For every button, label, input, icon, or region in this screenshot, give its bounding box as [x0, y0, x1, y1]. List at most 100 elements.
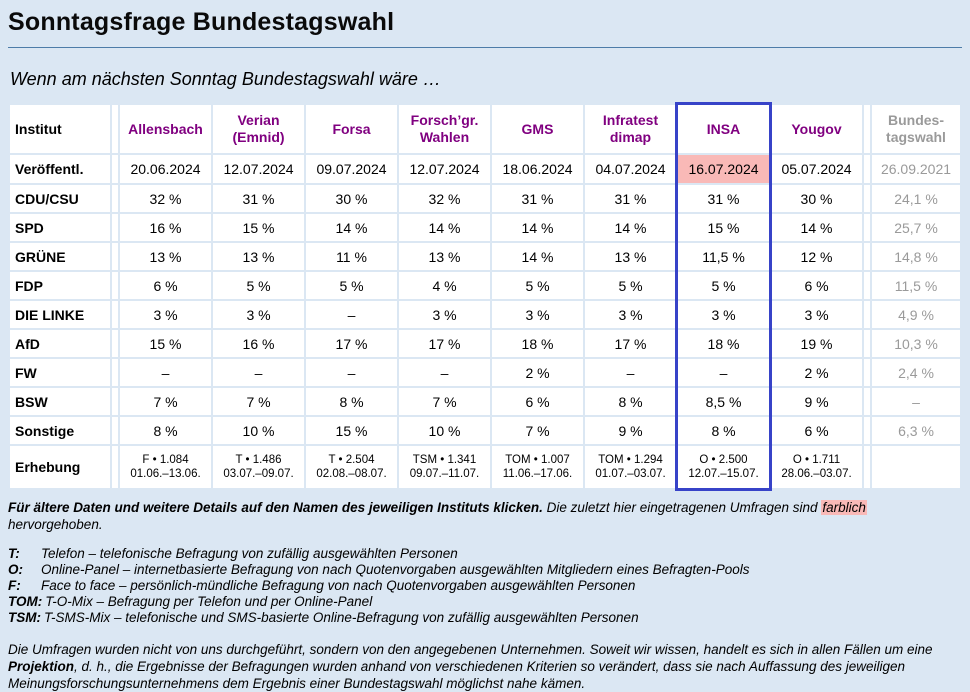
spacer-cell	[112, 155, 118, 183]
institute-link[interactable]: Forsa	[332, 120, 371, 137]
table-header-row: Institut Allensbach Verian (Emnid) Forsa For…	[10, 105, 960, 153]
highlight-word: farblich	[821, 500, 867, 515]
poll-value-cell: 7 %	[213, 388, 304, 415]
poll-value-cell: 6 %	[771, 417, 862, 444]
party-row: DIE LINKE 3 % 3 % –3 % 3 % 3 % 3 % 3 % 4,9 %	[10, 301, 960, 328]
published-date-cell: 18.06.2024	[492, 155, 583, 183]
legend-label: TOM:	[8, 594, 43, 609]
poll-value-cell: 11,5 %	[872, 272, 960, 299]
institute-link[interactable]: Forsch’gr. Wahlen	[410, 112, 479, 145]
spacer-cell	[112, 214, 118, 241]
poll-value-cell: 24,1 %	[872, 185, 960, 212]
legend-line: TOM: T-O-Mix – Befragung per Telefon und …	[8, 594, 962, 610]
party-row: AfD 15 % 16 % 17 % 17 % 18 % 17 % 18 % 19 % 10,3 …	[10, 330, 960, 357]
survey-period: 03.07.–09.07.	[223, 468, 294, 480]
disclaimer-part1: Die Umfragen wurden nicht von uns durchg…	[8, 642, 933, 657]
poll-value-cell: –	[306, 359, 397, 386]
institute-link[interactable]: GMS	[521, 120, 554, 137]
poll-value-cell: 17 %	[306, 330, 397, 357]
survey-row: Erhebung F • 1.084 01.06.–13.06. T • 1.486 0…	[10, 446, 960, 488]
poll-value-cell: 5 %	[492, 272, 583, 299]
poll-value-cell: –	[585, 359, 676, 386]
poll-value-cell: 18 %	[678, 330, 769, 357]
party-row-label: FDP	[10, 272, 110, 299]
published-row: Veröffentl. 20.06.2024 12.07.2024 09.07.202…	[10, 155, 960, 183]
poll-value-cell: 32 %	[120, 185, 211, 212]
published-date-cell: 26.09.2021	[872, 155, 960, 183]
spacer-cell	[112, 243, 118, 270]
spacer-cell	[864, 214, 870, 241]
party-row: FDP 6 % 5 % 5 % 4 % 5 % 5 % 5 % 6 % 11,5 %	[10, 272, 960, 299]
poll-value-cell: 31 %	[213, 185, 304, 212]
legend-line: TSM: T-SMS-Mix – telefonische und SMS-bas…	[8, 610, 962, 626]
recent-note-b: hervorgehoben.	[8, 517, 103, 532]
poll-value-cell: 8 %	[585, 388, 676, 415]
poll-value-cell: –	[120, 359, 211, 386]
survey-info-cell: TOM • 1.294 01.07.–03.07.	[585, 446, 676, 488]
click-instruction-note: Für ältere Daten und weitere Details auf…	[8, 499, 962, 533]
poll-value-cell: 3 %	[213, 301, 304, 328]
poll-value-cell: 31 %	[678, 185, 769, 212]
method-legend: T: Telefon – telefonische Befragung von z…	[8, 546, 962, 626]
institute-link[interactable]: Infratest dimap	[602, 112, 659, 145]
institute-link[interactable]: Yougov	[791, 120, 842, 137]
poll-value-cell: 9 %	[585, 417, 676, 444]
poll-value-cell: 16 %	[120, 214, 211, 241]
legend-label: F:	[8, 578, 21, 593]
party-row-label: GRÜNE	[10, 243, 110, 270]
published-date-cell: 09.07.2024	[306, 155, 397, 183]
poll-value-cell: 8 %	[678, 417, 769, 444]
party-row: SPD 16 % 15 % 14 % 14 % 14 % 14 % 15 % 14 % 25,7 …	[10, 214, 960, 241]
institute-header: Forsa	[306, 105, 397, 153]
institute-header: Verian (Emnid)	[213, 105, 304, 153]
poll-value-cell: 7 %	[120, 388, 211, 415]
poll-value-cell: 14,8 %	[872, 243, 960, 270]
institute-header: Yougov	[771, 105, 862, 153]
spacer-cell	[112, 330, 118, 357]
survey-info-cell: T • 2.504 02.08.–08.07.	[306, 446, 397, 488]
poll-value-cell: 31 %	[585, 185, 676, 212]
institute-link[interactable]: Allensbach	[128, 120, 203, 137]
poll-value-cell: 7 %	[492, 417, 583, 444]
spacer-cell	[864, 105, 870, 153]
survey-period: 01.06.–13.06.	[130, 468, 201, 480]
survey-info-cell: TOM • 1.007 11.06.–17.06.	[492, 446, 583, 488]
poll-value-cell: 15 %	[306, 417, 397, 444]
survey-period: 01.07.–03.07.	[595, 468, 666, 480]
party-row: FW – – – –2 % – –2 % 2,4 %	[10, 359, 960, 386]
poll-value-cell: 30 %	[306, 185, 397, 212]
election-header: Bundes- tagswahl	[872, 105, 960, 153]
party-row: BSW 7 % 7 % 8 % 7 % 6 % 8 % 8,5 % 9 % –	[10, 388, 960, 415]
spacer-cell	[864, 301, 870, 328]
legend-line: F: Face to face – persönlich-mündliche Be…	[8, 578, 962, 594]
legend-label: TSM:	[8, 610, 41, 625]
published-date-cell: 12.07.2024	[213, 155, 304, 183]
survey-period: 28.06.–03.07.	[781, 468, 852, 480]
survey-info-cell	[872, 446, 960, 488]
poll-value-cell: 30 %	[771, 185, 862, 212]
poll-value-cell: 10 %	[213, 417, 304, 444]
institute-link[interactable]: INSA	[706, 120, 741, 137]
spacer-cell	[864, 446, 870, 488]
institute-header: Forsch’gr. Wahlen	[399, 105, 490, 153]
legend-text: Face to face – persönlich-mündliche Befr…	[41, 578, 636, 593]
poll-value-cell: 8 %	[306, 388, 397, 415]
published-date-cell: 20.06.2024	[120, 155, 211, 183]
survey-period: 12.07.–15.07.	[688, 468, 759, 480]
institute-header: INSA	[678, 105, 769, 153]
legend-line: T: Telefon – telefonische Befragung von z…	[8, 546, 962, 562]
spacer-cell	[112, 417, 118, 444]
survey-info-cell: T • 1.486 03.07.–09.07.	[213, 446, 304, 488]
survey-method: TSM • 1.341	[412, 454, 477, 466]
party-row-label: FW	[10, 359, 110, 386]
poll-value-cell: 6 %	[492, 388, 583, 415]
poll-value-cell: 13 %	[120, 243, 211, 270]
disclaimer-part2: , d. h., die Ergebnisse der Befragungen …	[8, 659, 906, 691]
poll-value-cell: 6 %	[120, 272, 211, 299]
survey-info-cell: O • 2.500 12.07.–15.07.	[678, 446, 769, 488]
institute-link[interactable]: Verian (Emnid)	[232, 112, 285, 145]
institute-header: Infratest dimap	[585, 105, 676, 153]
poll-value-cell: –	[306, 301, 397, 328]
poll-value-cell: 32 %	[399, 185, 490, 212]
party-row-label: AfD	[10, 330, 110, 357]
